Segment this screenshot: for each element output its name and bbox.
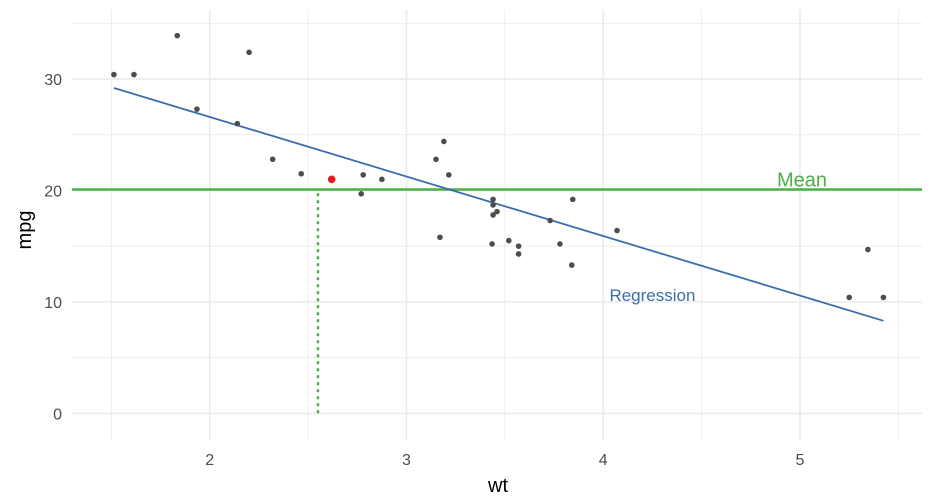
data-point: [515, 243, 522, 249]
reference-lines: [72, 87, 922, 414]
data-point: [246, 49, 252, 56]
regression-line-label: Regression: [609, 286, 695, 305]
data-point: [445, 172, 452, 178]
data-point: [358, 191, 365, 197]
data-point: [614, 227, 620, 234]
data-point: [269, 156, 276, 163]
data-point: [557, 241, 563, 247]
data-point: [490, 202, 496, 208]
data-point: [111, 71, 117, 78]
y-axis-ticks: 0 10 20 30: [44, 72, 62, 423]
y-tick-label: 20: [44, 183, 62, 200]
data-point: [131, 71, 137, 78]
data-point: [174, 32, 181, 39]
data-point: [490, 196, 496, 203]
y-tick-label: 10: [44, 295, 62, 312]
x-tick-label: 5: [796, 452, 805, 469]
minor-gridlines: [72, 10, 922, 440]
highlighted-point: [327, 175, 336, 184]
x-tick-label: 3: [402, 452, 411, 469]
mean-line-label: Mean: [777, 169, 827, 191]
data-point: [490, 212, 496, 218]
data-point: [360, 172, 367, 178]
y-axis-title: mpg: [14, 211, 36, 250]
data-point: [194, 106, 200, 112]
data-point: [569, 196, 576, 203]
data-point: [515, 251, 522, 257]
data-point: [441, 138, 447, 145]
data-points: [111, 32, 887, 301]
major-gridlines: [72, 10, 922, 440]
y-tick-label: 30: [44, 72, 62, 89]
data-point: [506, 237, 512, 244]
x-tick-label: 2: [205, 452, 214, 469]
data-point: [865, 246, 871, 253]
regression-line: [113, 87, 884, 322]
data-point: [234, 120, 241, 127]
data-point: [880, 294, 887, 301]
data-point: [489, 241, 495, 247]
x-axis-title: wt: [487, 475, 508, 497]
data-point: [846, 294, 852, 301]
data-point: [547, 217, 553, 224]
data-point: [568, 262, 575, 268]
x-axis-ticks: 2 3 4 5: [205, 452, 804, 469]
data-point: [494, 208, 500, 215]
x-tick-label: 4: [599, 452, 608, 469]
data-point: [298, 170, 305, 177]
data-point: [437, 234, 443, 241]
data-point: [433, 156, 439, 163]
line-labels: Mean Regression: [609, 169, 827, 304]
y-tick-label: 0: [53, 406, 62, 423]
data-point: [379, 176, 385, 183]
